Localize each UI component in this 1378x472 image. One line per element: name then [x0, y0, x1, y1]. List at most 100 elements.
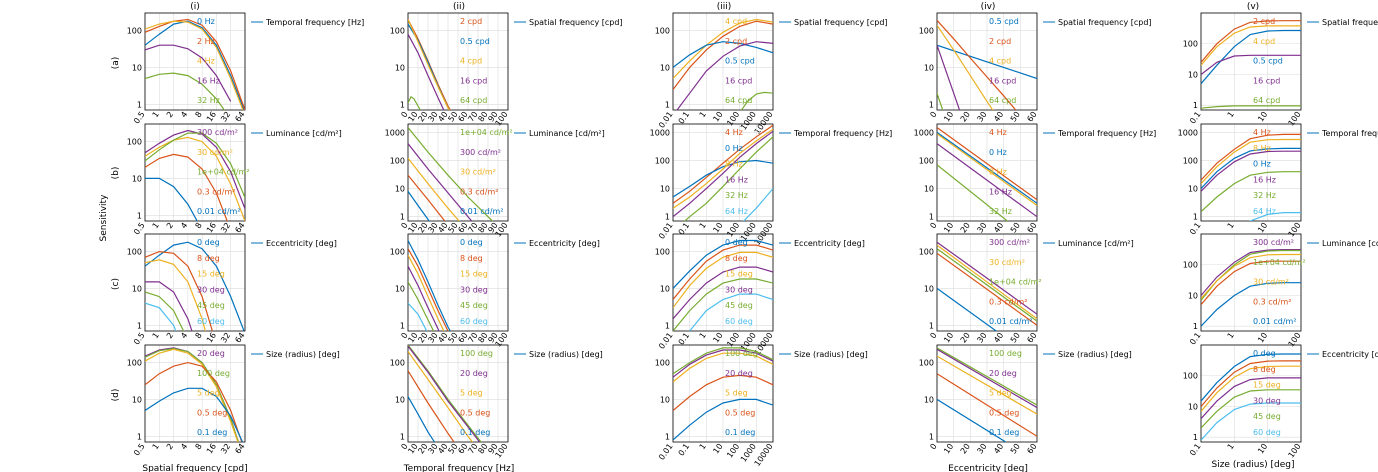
y-tick-label: 1: [1193, 213, 1198, 222]
series-line: [145, 387, 244, 442]
series-line: [408, 370, 455, 442]
y-tick-label: 1000: [385, 128, 405, 137]
series-label: 45 deg: [460, 301, 488, 310]
series-line: [1201, 249, 1301, 296]
series-label: 32 Hz: [197, 96, 220, 105]
series-label: 2 cpd: [725, 37, 747, 46]
y-axis-label: Sensitivity: [99, 194, 109, 242]
series-label: 20 deg: [460, 369, 488, 378]
axes-box: [936, 123, 1038, 222]
series-label: 0 Hz: [1253, 160, 1271, 169]
series-label: 20 deg: [197, 349, 225, 358]
x-tick-label: 16: [205, 331, 218, 345]
series-label: 15 deg: [460, 270, 488, 279]
y-tick-label: 10: [660, 185, 670, 194]
series-line: [673, 347, 773, 375]
x-tick-label: 64: [233, 442, 246, 456]
series-label: 1e+04 cd/m²: [1253, 258, 1306, 267]
series-line: [937, 45, 961, 110]
y-tick-label: 10: [395, 395, 405, 404]
y-tick-label: 100: [127, 27, 142, 36]
x-tick-label: 100: [1287, 221, 1303, 239]
y-tick-label: 1: [400, 100, 405, 109]
series-line: [937, 24, 994, 110]
series-line: [408, 23, 451, 110]
legend-title: Temporal frequency [Hz]: [265, 18, 364, 27]
x-tick-label: 64: [233, 110, 246, 124]
series-line: [937, 131, 1037, 204]
series-line: [937, 241, 1037, 315]
x-tick-label: 60: [1025, 221, 1038, 235]
x-tick-label: 10: [1256, 442, 1269, 456]
series-line: [740, 91, 773, 110]
x-tick-label: 16: [205, 221, 218, 235]
series-label: 2 cpd: [1253, 17, 1275, 26]
y-tick-label: 10: [132, 63, 142, 72]
y-tick-label: 1000: [1178, 128, 1198, 137]
series-label: 30 deg: [197, 285, 225, 294]
series-line: [676, 41, 773, 110]
x-tick-label: 10: [942, 110, 955, 124]
x-tick-label: 50: [1009, 442, 1022, 456]
x-tick-label: 50: [1009, 331, 1022, 345]
series-label: 0.5 cpd: [460, 37, 490, 46]
legend-title: Luminance [cd/m²]: [1322, 239, 1378, 248]
series-group: [673, 239, 773, 331]
x-tick-label: 0.1: [1188, 331, 1203, 347]
y-tick-label: 100: [655, 248, 670, 257]
x-tick-label: 40: [992, 331, 1005, 345]
series-group: [145, 241, 245, 331]
x-tick-label: 0.5: [132, 110, 147, 126]
series-group: [937, 241, 1037, 331]
x-tick-label: 0.1: [677, 110, 692, 126]
series-label: 8 deg: [460, 254, 483, 263]
series-line: [1201, 133, 1301, 181]
x-tick-label: 0: [928, 221, 938, 230]
series-line: [673, 20, 773, 90]
x-tick-label: 32: [219, 331, 232, 345]
series-line: [145, 20, 245, 110]
series-label: 64 cpd: [989, 96, 1016, 105]
series-label: 300 cd/m²: [197, 128, 238, 137]
row-label-d: (d): [111, 389, 121, 402]
legend-title: Spatial frequency [cpd]: [529, 18, 623, 27]
series-line: [145, 20, 244, 110]
series-line: [1201, 260, 1301, 306]
series-label: 4 Hz: [1253, 128, 1271, 137]
series-label: 8 deg: [197, 254, 220, 263]
series-line: [937, 93, 944, 110]
series-line: [145, 72, 226, 110]
x-tick-label: 10: [1256, 110, 1269, 124]
x-tick-label: 1: [1226, 110, 1236, 119]
series-label: 20 deg: [725, 369, 753, 378]
legend-title: Size (radius) [deg]: [1058, 350, 1132, 359]
y-tick-label: 100: [127, 138, 142, 147]
y-tick-label: 1: [400, 213, 405, 222]
x-tick-label: 1: [1226, 331, 1236, 340]
x-tick-label: 4: [179, 110, 189, 119]
series-line: [145, 136, 245, 221]
legend-title: Eccentricity [deg]: [794, 239, 865, 248]
row-label-b: (b): [111, 167, 121, 180]
series-line: [673, 124, 773, 204]
x-tick-label: 30: [975, 110, 988, 124]
series-label: 30 cd/m²: [989, 258, 1025, 267]
y-tick-label: 1: [400, 432, 405, 441]
y-tick-label: 10: [132, 284, 142, 293]
series-group: [1201, 133, 1301, 221]
series-label: 30 deg: [725, 285, 753, 294]
series-line: [1201, 25, 1301, 66]
y-tick-label: 1: [929, 432, 934, 441]
col-title-i: (i): [190, 2, 200, 12]
x-tick-label: 1: [698, 221, 708, 230]
axes-box: [407, 12, 509, 111]
series-label: 64 Hz: [725, 207, 748, 216]
y-tick-label: 10: [1188, 185, 1198, 194]
series-label: 15 deg: [725, 270, 753, 279]
series-label: 1e+04 cd/m²: [460, 128, 513, 137]
legend-title: Spatial frequency [cpd]: [794, 18, 888, 27]
